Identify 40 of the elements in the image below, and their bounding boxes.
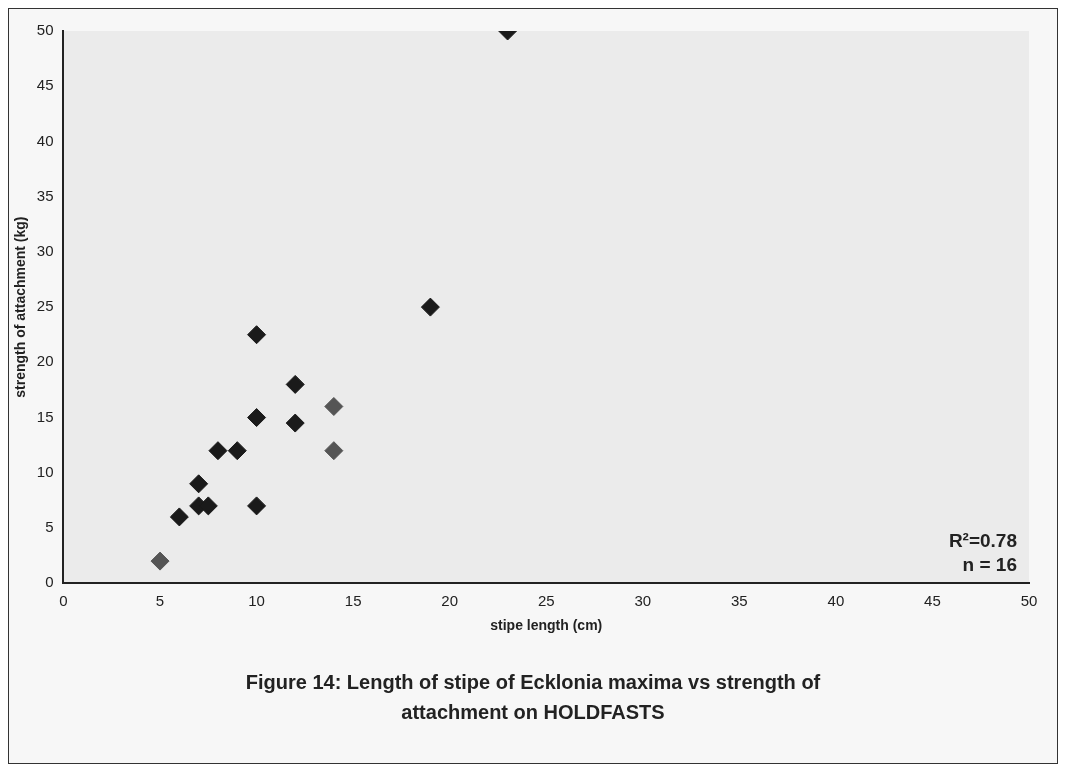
point — [324, 397, 344, 416]
point — [169, 507, 189, 527]
point — [324, 441, 344, 461]
point — [247, 496, 267, 516]
y-axis-title: strength of attachment (kg) — [12, 216, 29, 398]
y-tick-label: 40 — [36, 131, 54, 149]
x-tick-label: 40 — [827, 592, 845, 610]
point — [285, 374, 305, 394]
x-tick-label: 35 — [731, 592, 748, 610]
y-tick-label: 5 — [45, 518, 54, 536]
point — [208, 441, 228, 461]
x-tick-label: 5 — [155, 592, 165, 610]
x-tick-label: 30 — [634, 592, 652, 610]
point — [227, 441, 247, 461]
y-tick-label: 35 — [36, 186, 54, 204]
x-tick-label: 15 — [344, 592, 362, 610]
y-tick-label: 25 — [36, 297, 54, 315]
annotation: n = 16 — [962, 554, 1017, 576]
x-tick-label: 10 — [248, 592, 265, 610]
annotation: R²=0.78 — [948, 530, 1017, 552]
x-tick-label: 20 — [441, 592, 459, 610]
y-tick-label: 30 — [36, 242, 54, 260]
x-axis-title: stipe length (cm) — [490, 617, 603, 634]
y-tick-label: 20 — [36, 352, 54, 370]
point — [247, 408, 267, 428]
point — [189, 474, 209, 494]
y-tick-label: 0 — [45, 573, 54, 591]
point — [420, 297, 440, 317]
y-tick-label: 45 — [36, 76, 54, 94]
y-tick-label: 10 — [36, 462, 54, 480]
text: Figure 14: Length of stipe of Ecklonia maxima vs strength of attachment on HOLDFASTS — [244, 670, 822, 725]
point — [247, 325, 267, 345]
x-tick-label: 0 — [59, 592, 68, 610]
x-tick-label: 45 — [924, 592, 941, 610]
point — [150, 551, 170, 571]
point — [285, 413, 305, 433]
y-tick-label: 15 — [36, 407, 54, 425]
x-tick-label: 25 — [537, 592, 555, 610]
y-tick-label: 50 — [36, 21, 54, 39]
x-tick-label: 50 — [1020, 592, 1038, 610]
